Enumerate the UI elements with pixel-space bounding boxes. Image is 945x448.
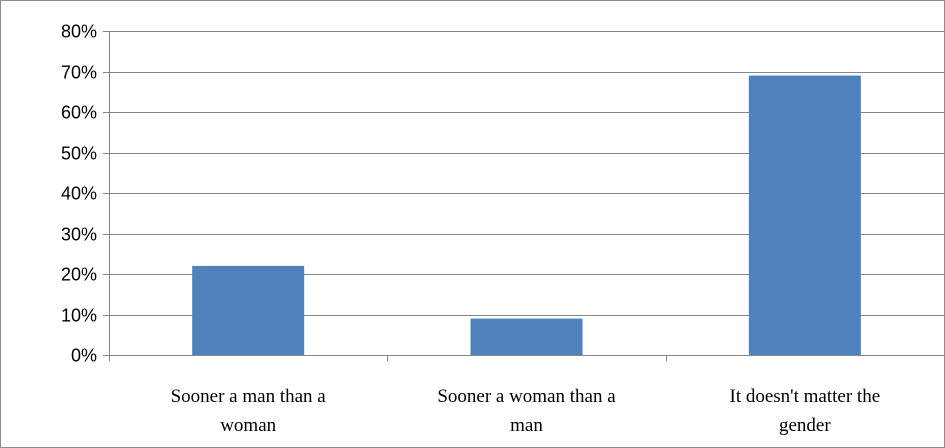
y-tick-label: 0% bbox=[71, 346, 97, 366]
y-tick-label: 60% bbox=[61, 103, 97, 123]
y-tick-label: 70% bbox=[61, 63, 97, 83]
axes bbox=[109, 31, 944, 356]
y-tick-label: 40% bbox=[61, 184, 97, 204]
x-axis-ticks: Sooner a man than a woman Sooner a woman t… bbox=[109, 355, 881, 436]
x-tick-label: Sooner a man than a woman bbox=[171, 386, 327, 436]
y-tick-label: 30% bbox=[61, 225, 97, 245]
y-tick-label: 10% bbox=[61, 306, 97, 326]
x-tick-label: Sooner a woman than a man bbox=[437, 386, 616, 436]
y-tick-label: 20% bbox=[61, 265, 97, 285]
x-tick-label: It doesn't matter the gender bbox=[730, 386, 881, 436]
bars bbox=[192, 75, 861, 356]
y-tick-label: 50% bbox=[61, 144, 97, 164]
bar bbox=[192, 265, 305, 355]
y-axis-ticks: 0% 10% 20% 30% 40% 50% 60% 70% 80% bbox=[61, 22, 109, 366]
y-tick-label: 80% bbox=[61, 22, 97, 42]
bar bbox=[748, 75, 861, 356]
bar bbox=[470, 318, 583, 355]
